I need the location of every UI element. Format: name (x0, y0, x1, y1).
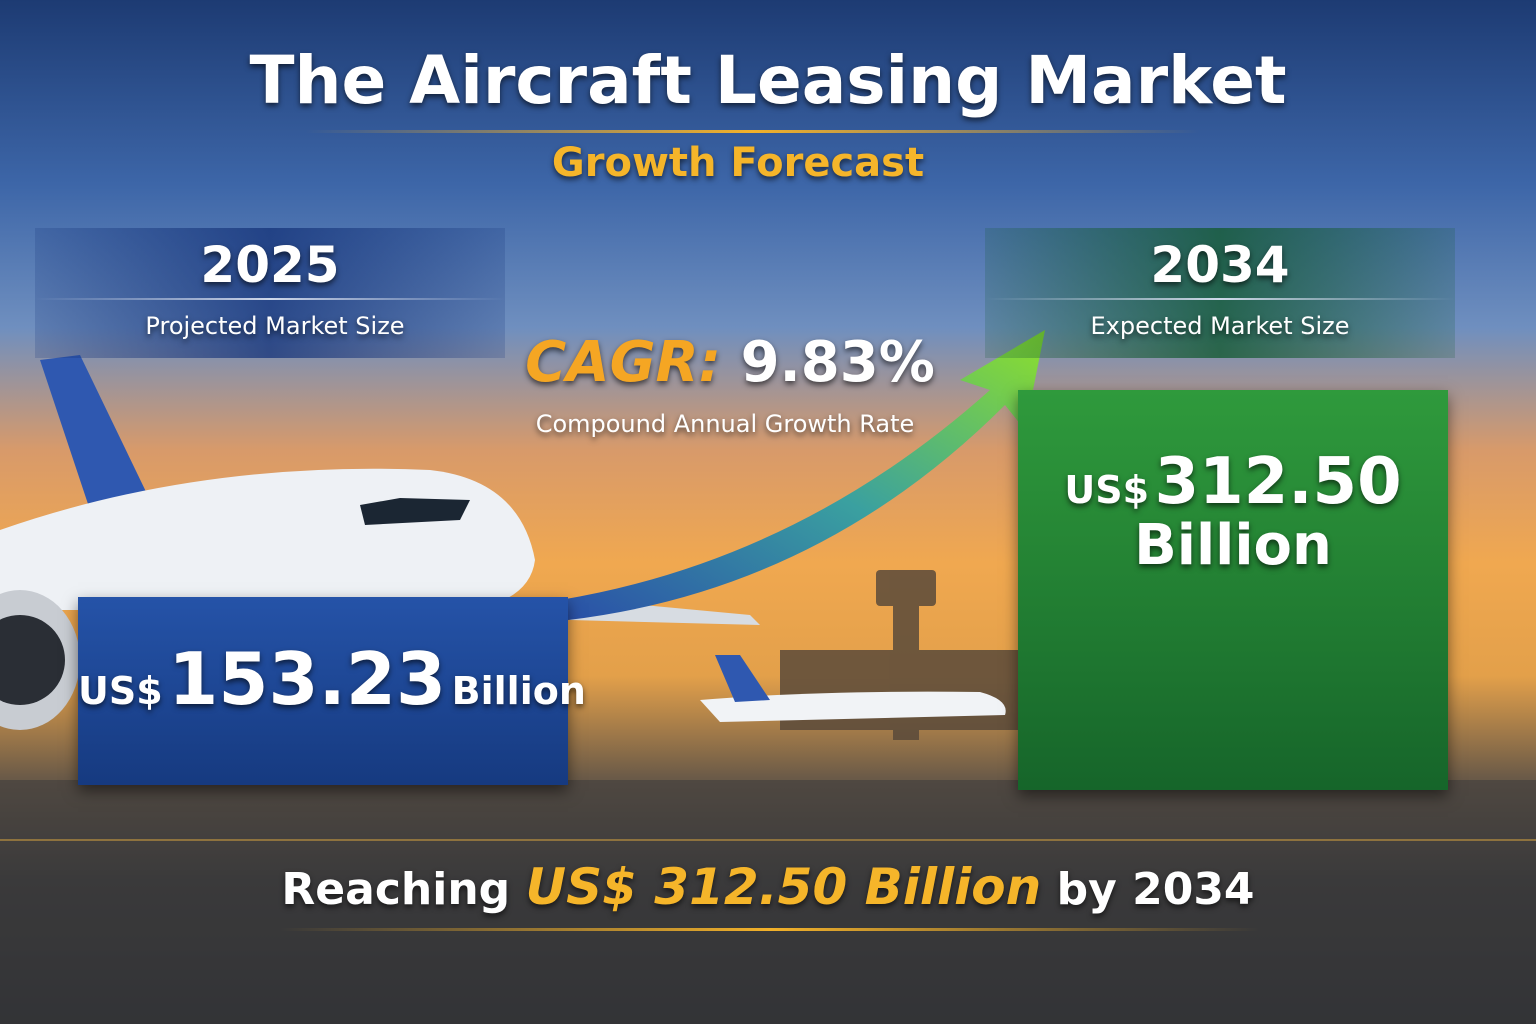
footer: Reaching US$ 312.50 Billion by 2034 (0, 858, 1536, 916)
cagr: CAGR: 9.83% (520, 330, 940, 395)
value-box: US$ 312.50 Billion (1018, 390, 1448, 790)
airplane (0, 355, 760, 730)
amount: 153.23 (168, 637, 447, 721)
currency: US$ (78, 669, 163, 713)
currency: US$ (1064, 468, 1150, 512)
title: The Aircraft Leasing Market (249, 42, 1287, 119)
footer-highlight: US$ 312.50 Billion (525, 858, 1042, 916)
cagr-caption: Compound Annual Growth Rate (535, 410, 915, 438)
year: 2025 (200, 236, 340, 294)
year-panel (985, 228, 1455, 358)
footer-tail: by 2034 (1056, 864, 1255, 915)
divider (305, 130, 1200, 133)
value: US$ 312.50 Billion (1018, 445, 1448, 578)
year-panel (35, 228, 505, 358)
divider (35, 298, 505, 300)
amount: 312.50 (1154, 445, 1402, 519)
unit: Billion (451, 669, 586, 713)
label: Expected Market Size (1090, 312, 1350, 340)
growth-arrow (560, 330, 1045, 620)
cagr-value: 9.83% (740, 330, 935, 395)
cagr-label: CAGR: (525, 330, 722, 395)
divider (985, 298, 1455, 300)
value-box: US$ 153.23 Billion (78, 597, 586, 785)
tower (780, 570, 1020, 740)
subtitle: Growth Forecast (551, 140, 925, 186)
airplane-small (700, 655, 1006, 722)
tarmac (0, 780, 1536, 1024)
value: US$ 153.23 Billion (78, 637, 586, 721)
year: 2034 (1150, 236, 1290, 294)
divider (280, 928, 1260, 931)
unit: Billion (1134, 513, 1332, 578)
label: Projected Market Size (145, 312, 405, 340)
footer-lead: Reaching (281, 864, 511, 915)
